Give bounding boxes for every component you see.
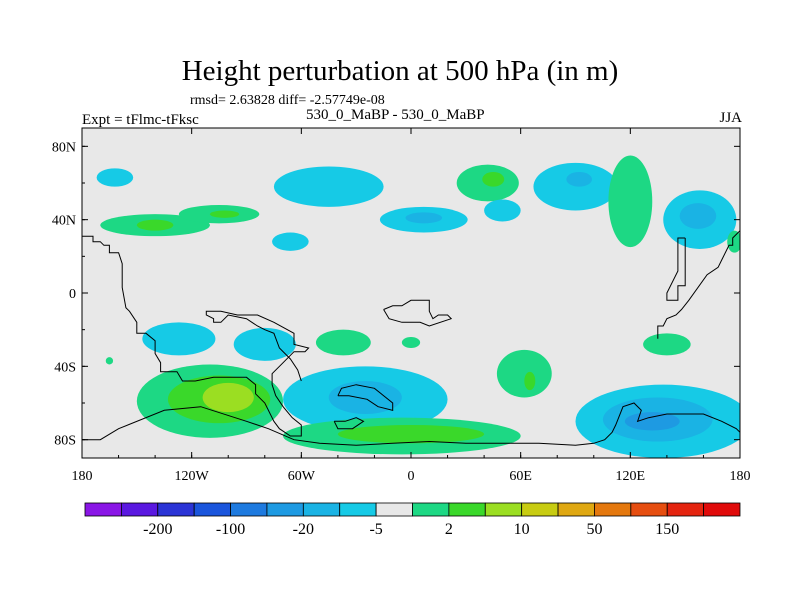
coastline-asia-east — [657, 230, 740, 339]
colorbar-swatch — [302, 502, 341, 517]
x-tick-label: 120E — [616, 469, 646, 484]
contour-region — [136, 219, 174, 231]
contour-region — [727, 230, 740, 253]
colorbar-label: -200 — [143, 521, 172, 538]
coastline-islands — [333, 417, 365, 430]
contour-region — [209, 210, 240, 218]
colorbar-swatch — [193, 502, 231, 517]
colorbar-label: -20 — [293, 521, 314, 538]
contour-region — [496, 349, 552, 398]
y-tick-label: 80N — [52, 140, 76, 155]
colorbar-swatch — [557, 502, 595, 517]
x-tick-label: 60W — [288, 469, 316, 484]
contour-region — [608, 155, 653, 248]
contour-region — [233, 327, 296, 361]
colorbar-swatch — [666, 502, 705, 517]
y-tick-label: 40N — [52, 214, 76, 229]
coastline-antarctica — [82, 402, 740, 446]
colorbar-label: -100 — [216, 521, 245, 538]
coastline-africa — [383, 299, 453, 327]
contour-region — [328, 381, 402, 414]
colorbar-swatch — [412, 502, 450, 517]
x-tick-label: 120W — [175, 469, 210, 484]
coastline-asia-coast — [666, 237, 686, 301]
colorbar-label: -5 — [369, 521, 382, 538]
y-tick-label: 80S — [54, 434, 76, 449]
colorbar-label: 150 — [655, 521, 679, 538]
colorbar-label: 2 — [445, 521, 453, 538]
colorbar-swatch — [230, 502, 268, 517]
colorbar-swatch — [703, 502, 741, 517]
y-tick-label: 40S — [54, 360, 76, 375]
colorbar-swatch — [120, 502, 159, 517]
contour-region — [524, 371, 536, 391]
contour-region — [401, 337, 421, 348]
season-label: JJA — [719, 110, 742, 126]
colorbar-swatch — [339, 502, 377, 517]
runs-label: 530_0_MaBP - 530_0_MaBP — [306, 107, 485, 123]
colorbar-swatch — [375, 502, 413, 517]
x-tick-label: 180 — [72, 469, 93, 484]
contour-region — [315, 329, 371, 356]
colorbar-label: 10 — [514, 521, 530, 538]
contour-region — [566, 172, 592, 187]
contour-region — [105, 357, 114, 365]
contour-region — [272, 232, 309, 251]
coastline-ant-peninsula — [337, 384, 394, 411]
contour-region — [405, 212, 443, 224]
x-tick-label: 60E — [509, 469, 532, 484]
contour-region — [337, 425, 485, 444]
experiment-label: Expt = tFlmc-tFksc — [82, 112, 199, 128]
contour-region — [533, 162, 618, 211]
colorbar-swatch — [521, 502, 559, 517]
colorbar-swatch — [84, 502, 122, 517]
colorbar-swatch — [630, 502, 668, 517]
x-tick-label: 180 — [730, 469, 751, 484]
colorbar-label: 50 — [586, 521, 602, 538]
contour-region — [96, 168, 134, 187]
colorbar-swatch — [448, 502, 486, 517]
contour-region — [643, 333, 691, 356]
coastline-americas — [82, 235, 310, 437]
contour-region — [273, 166, 384, 207]
contour-region — [482, 172, 505, 187]
contour-region — [679, 203, 717, 229]
colorbar-swatch — [594, 502, 632, 517]
contour-region — [484, 199, 521, 222]
y-tick-label: 0 — [69, 287, 76, 302]
chart-title: Height perturbation at 500 hPa (in m) — [181, 55, 619, 87]
colorbar-swatch — [266, 502, 304, 517]
x-tick-label: 0 — [408, 469, 415, 484]
colorbar-swatch — [157, 502, 195, 517]
stats-line: rmsd= 2.63828 diff= -2.57749e-08 — [190, 93, 385, 108]
contour-region — [624, 412, 680, 431]
colorbar-swatch — [484, 502, 523, 517]
contour-region — [202, 382, 254, 413]
contour-region — [142, 322, 216, 356]
